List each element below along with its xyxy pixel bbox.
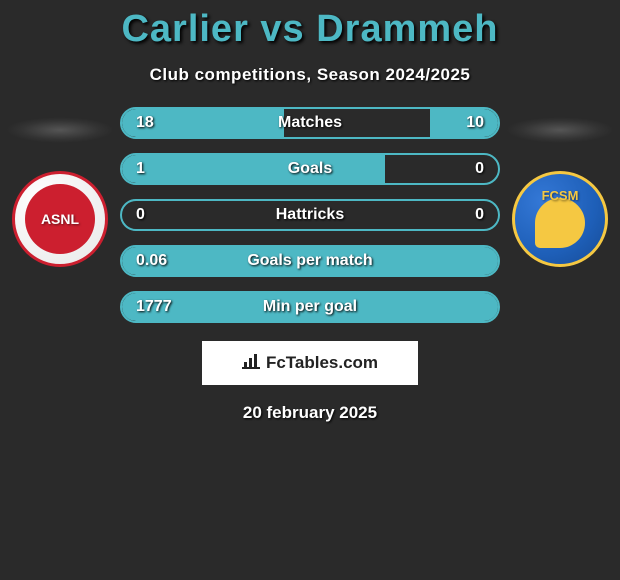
player-shadow-left — [6, 117, 114, 143]
stat-row-goals-per-match: 0.06 Goals per match — [120, 245, 500, 277]
stat-value-right: 0 — [475, 160, 484, 178]
left-player-column: ASNL — [0, 107, 120, 267]
main-area: ASNL 18 Matches 10 1 Goals 0 0 — [0, 107, 620, 323]
comparison-card: Carlier vs Drammeh Club competitions, Se… — [0, 0, 620, 423]
watermark[interactable]: FcTables.com — [202, 341, 418, 385]
stat-label: Matches — [122, 114, 498, 132]
stat-label: Goals per match — [122, 252, 498, 270]
stats-column: 18 Matches 10 1 Goals 0 0 Hattricks 0 — [120, 107, 500, 323]
stat-row-matches: 18 Matches 10 — [120, 107, 500, 139]
stat-value-right: 0 — [475, 206, 484, 224]
right-club-logo: FCSM — [512, 171, 608, 267]
lion-icon — [535, 198, 585, 248]
right-club-code: FCSM — [542, 188, 579, 203]
player-shadow-right — [506, 117, 614, 143]
stat-label: Min per goal — [122, 298, 498, 316]
left-club-logo: ASNL — [12, 171, 108, 267]
stat-row-hattricks: 0 Hattricks 0 — [120, 199, 500, 231]
watermark-text: FcTables.com — [266, 353, 378, 373]
left-club-code: ASNL — [25, 184, 95, 254]
stat-label: Goals — [122, 160, 498, 178]
stat-row-goals: 1 Goals 0 — [120, 153, 500, 185]
stat-row-min-per-goal: 1777 Min per goal — [120, 291, 500, 323]
right-player-column: FCSM — [500, 107, 620, 267]
page-title: Carlier vs Drammeh — [0, 8, 620, 51]
stat-value-right: 10 — [466, 114, 484, 132]
subtitle: Club competitions, Season 2024/2025 — [0, 65, 620, 85]
stat-label: Hattricks — [122, 206, 498, 224]
chart-icon — [242, 353, 260, 374]
date-text: 20 february 2025 — [0, 403, 620, 423]
